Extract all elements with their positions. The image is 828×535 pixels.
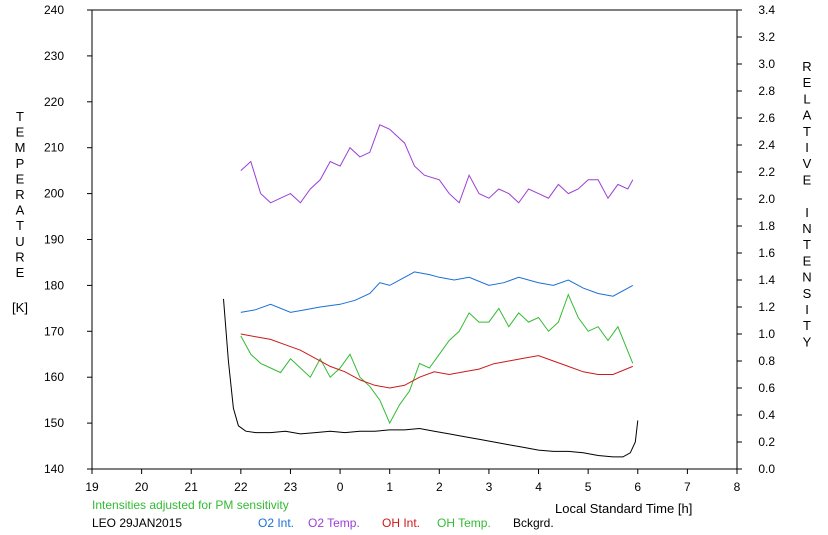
left-tick-label: 140 <box>44 462 64 476</box>
right-title-letter: V <box>803 156 812 171</box>
left-tick-label: 190 <box>44 233 64 247</box>
right-title-letter: S <box>803 286 812 301</box>
left-title-letter: T <box>16 218 24 233</box>
series-line-o2-int <box>240 271 634 313</box>
left-tick-label: 230 <box>44 49 64 63</box>
right-tick-label: 1.2 <box>758 300 775 314</box>
left-title-letter: P <box>16 156 25 171</box>
x-tick-label: 22 <box>234 480 248 494</box>
right-title-letter: Y <box>803 334 812 349</box>
right-title-letter: I <box>805 302 809 317</box>
right-tick-label: 1.8 <box>758 219 775 233</box>
x-tick-label: 7 <box>684 480 691 494</box>
right-tick-label: 0.8 <box>758 354 775 368</box>
x-axis: 19 20 21 22 23 0 1 2 3 4 5 6 7 8 <box>85 469 741 494</box>
series-layer <box>223 124 639 458</box>
left-title-letter: E <box>16 265 25 280</box>
right-title-letter: E <box>803 75 812 90</box>
right-title-letter: I <box>805 205 809 220</box>
left-title-letter: R <box>15 187 24 202</box>
x-tick-label: 19 <box>85 480 99 494</box>
left-tick-label: 220 <box>44 95 64 109</box>
left-y-axis: 140 150 160 170 180 190 200 210 220 230 240 <box>44 3 92 476</box>
left-title-letter: U <box>15 234 24 249</box>
right-title-letter: T <box>803 124 811 139</box>
right-tick-label: 2.8 <box>758 84 775 98</box>
right-title-letter: L <box>803 91 810 106</box>
series-line-oh-int <box>240 333 633 389</box>
right-title-letter: E <box>803 172 812 187</box>
right-title-letter: N <box>802 221 811 236</box>
x-tick-label: 3 <box>486 480 493 494</box>
x-tick-label: 6 <box>634 480 641 494</box>
x-tick-label: 0 <box>337 480 344 494</box>
left-tick-label: 160 <box>44 370 64 384</box>
right-y-axis: 0.0 0.2 0.4 0.6 0.8 1.0 1.2 1.4 1.6 1.8 2.0 2.2 2.4 2… <box>737 3 775 476</box>
x-axis-title: Local Standard Time [h] <box>555 501 692 516</box>
legend-item: O2 Int. <box>258 516 294 530</box>
x-tick-label: 23 <box>284 480 298 494</box>
left-tick-label: 210 <box>44 141 64 155</box>
right-tick-label: 2.0 <box>758 192 775 206</box>
left-title-letter: M <box>15 140 26 155</box>
right-tick-label: 3.0 <box>758 57 775 71</box>
left-tick-label: 180 <box>44 278 64 292</box>
left-title-unit: [K] <box>12 300 28 315</box>
left-title-letter: R <box>15 249 24 264</box>
legend-item: OH Int. <box>382 516 420 530</box>
station-label: LEO 29JAN2015 <box>92 516 182 530</box>
right-tick-label: 0.0 <box>758 462 775 476</box>
right-tick-label: 3.2 <box>758 30 775 44</box>
series-line-o2-temp <box>240 124 634 204</box>
right-title-letter: T <box>803 318 811 333</box>
legend-item: O2 Temp. <box>308 516 360 530</box>
right-title-letter: N <box>802 270 811 285</box>
right-tick-label: 2.4 <box>758 138 775 152</box>
legend-item: OH Temp. <box>437 516 491 530</box>
x-tick-label: 20 <box>135 480 149 494</box>
right-tick-label: 0.6 <box>758 381 775 395</box>
x-tick-label: 5 <box>585 480 592 494</box>
legend-item: Bckgrd. <box>513 516 554 530</box>
right-tick-label: 2.2 <box>758 165 775 179</box>
left-title-letter: E <box>16 171 25 186</box>
right-tick-label: 0.4 <box>758 408 775 422</box>
right-tick-label: 1.0 <box>758 327 775 341</box>
right-title-letter: T <box>803 237 811 252</box>
legend: O2 Int. O2 Temp. OH Int. OH Temp. Bckgrd. <box>258 516 554 530</box>
left-tick-label: 150 <box>44 416 64 430</box>
right-title-letter: A <box>803 108 812 123</box>
left-tick-label: 200 <box>44 187 64 201</box>
left-title-letter: E <box>16 125 25 140</box>
left-title-letter: A <box>16 203 25 218</box>
x-tick-label: 4 <box>535 480 542 494</box>
right-tick-label: 1.4 <box>758 273 775 287</box>
x-tick-label: 1 <box>386 480 393 494</box>
right-tick-label: 2.6 <box>758 111 775 125</box>
left-tick-label: 170 <box>44 324 64 338</box>
left-title-letter: T <box>16 109 24 124</box>
right-title-letter: E <box>803 253 812 268</box>
x-tick-label: 21 <box>185 480 199 494</box>
series-line-oh-temp <box>240 293 634 425</box>
note-text: Intensities adjusted for PM sensitivity <box>92 498 289 512</box>
right-tick-label: 1.6 <box>758 246 775 260</box>
right-tick-label: 3.4 <box>758 3 775 17</box>
right-tick-label: 0.2 <box>758 435 775 449</box>
right-title-letter: I <box>805 140 809 155</box>
x-tick-label: 2 <box>436 480 443 494</box>
right-title-letter: R <box>802 59 811 74</box>
x-tick-label: 8 <box>734 480 741 494</box>
left-tick-label: 240 <box>44 3 64 17</box>
plot-area <box>91 9 738 470</box>
series-line-bckgrd <box>223 298 639 458</box>
